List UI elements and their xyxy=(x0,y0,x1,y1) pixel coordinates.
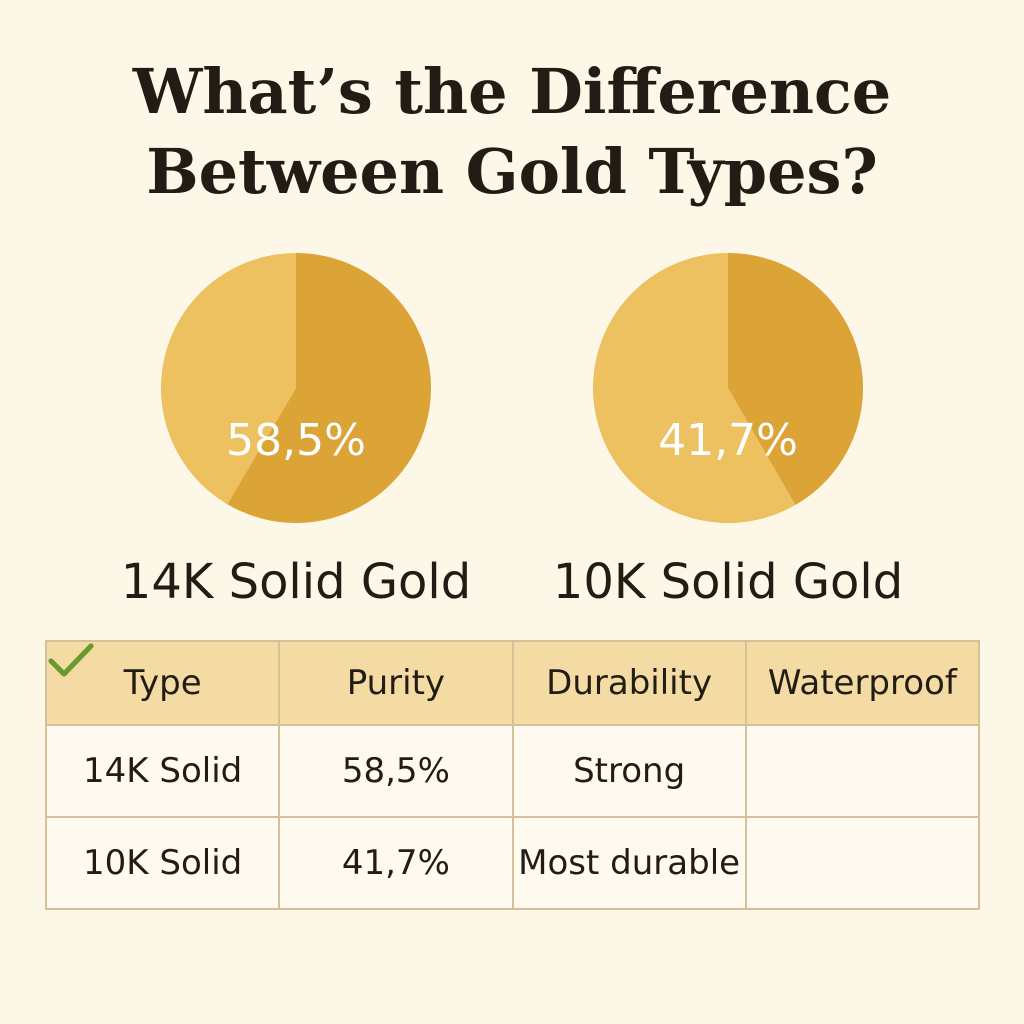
value-label: 41,7% xyxy=(658,415,798,466)
table-row: 14K Solid 58,5% Strong xyxy=(44,643,981,818)
pie-slice xyxy=(160,253,296,505)
table-cell: 10K Solid xyxy=(44,816,281,910)
pie-slice xyxy=(592,253,796,523)
chart-title: 14K Solid Gold xyxy=(121,554,471,610)
check-cell xyxy=(48,643,981,910)
pie-slice xyxy=(728,253,863,506)
header-cell: Waterproof xyxy=(744,640,981,726)
table-cell: 41,7% xyxy=(278,816,514,910)
pie-slice xyxy=(227,253,431,523)
header-cell: Durability xyxy=(511,640,747,726)
title: What’s the Difference Between Gold Types? xyxy=(0,52,1024,212)
comparison-table: Type Purity Durability Waterproof 14K Solid 5… xyxy=(44,640,981,910)
table-cell: 14K Solid xyxy=(44,724,281,818)
title-line: Between Gold Types? xyxy=(146,135,878,208)
table-cell: 58,5% xyxy=(278,724,514,818)
check-icon xyxy=(48,643,94,677)
header-row: Type Purity Durability Waterproof xyxy=(44,640,981,726)
check-cell xyxy=(48,643,981,818)
table-row: 10K Solid 41,7% Most durable xyxy=(44,643,981,910)
pie-charts: 58,5% 14K Solid Gold 41,7% 10K Solid Gold xyxy=(121,253,903,610)
value-label: 58,5% xyxy=(226,415,366,466)
header-cell: Purity xyxy=(278,640,514,726)
title-line: What’s the Difference xyxy=(132,55,892,128)
table-cell: Strong xyxy=(511,724,747,818)
chart-title: 10K Solid Gold xyxy=(553,554,903,610)
table-cell: Most durable xyxy=(511,816,747,910)
